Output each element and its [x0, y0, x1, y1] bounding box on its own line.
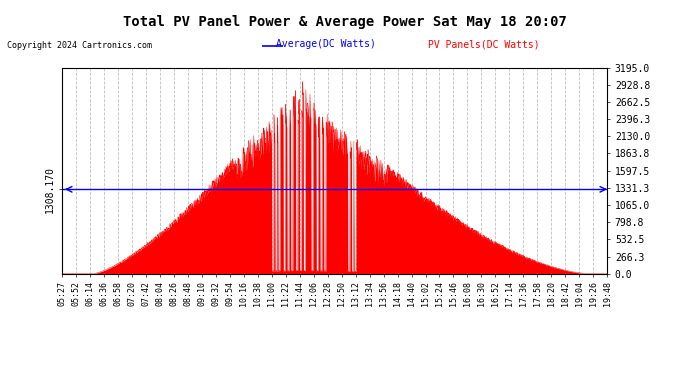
Text: Copyright 2024 Cartronics.com: Copyright 2024 Cartronics.com [7, 41, 152, 50]
Text: PV Panels(DC Watts): PV Panels(DC Watts) [428, 39, 540, 50]
Text: Average(DC Watts): Average(DC Watts) [276, 39, 376, 50]
Text: Total PV Panel Power & Average Power Sat May 18 20:07: Total PV Panel Power & Average Power Sat… [123, 15, 567, 29]
